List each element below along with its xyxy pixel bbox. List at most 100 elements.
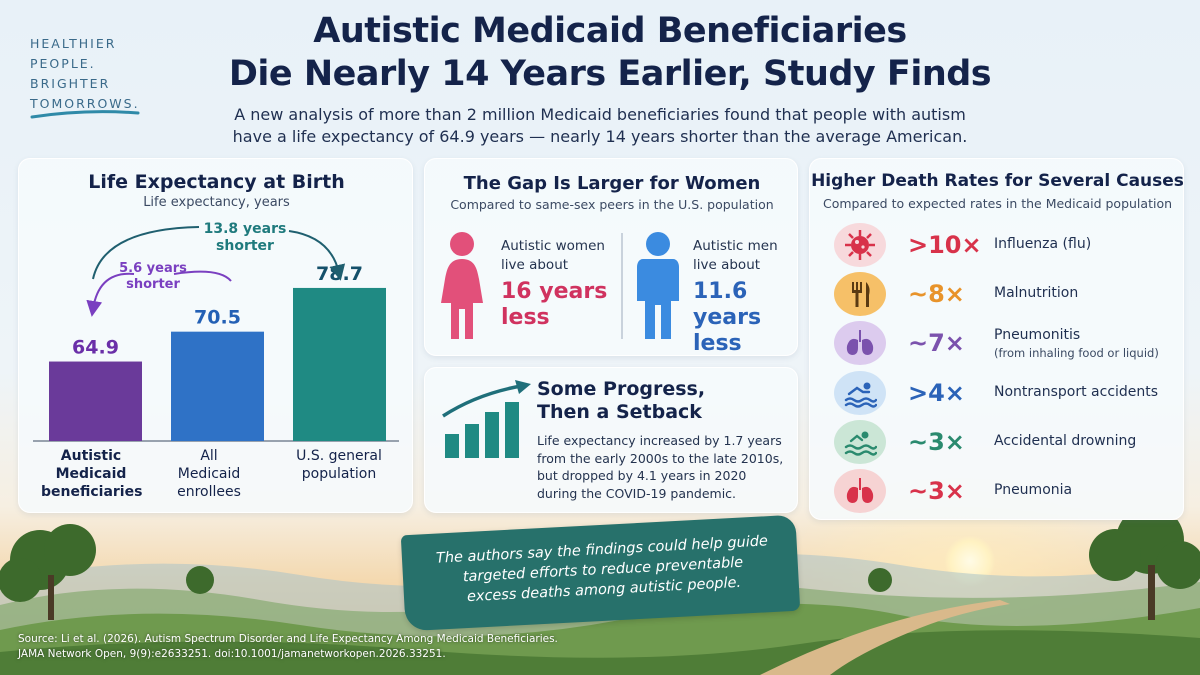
annotation-13-8-line1: 13.8 years [204, 221, 287, 237]
men-intro: Autistic men live about [693, 237, 778, 275]
progress-body-line: but dropped by 4.1 years in 2020 [537, 468, 747, 483]
chart-ylabel: Life expectancy, years [143, 195, 290, 210]
men-gap-value: 11.6 years less [693, 279, 797, 357]
page-title: Autistic Medicaid Beneficiaries Die Near… [200, 10, 1020, 96]
annotation-arrow-1b [173, 270, 232, 282]
cause-name-text: Influenza (flu) [994, 236, 1092, 252]
cause-row: ~3× Pneumonia [810, 469, 1185, 519]
card-divider [621, 233, 623, 339]
progress-body-line: during the COVID-19 pandemic. [537, 485, 737, 501]
annotation-5-6-line2: shorter [126, 277, 180, 292]
bar-value-label-3: 78.7 [316, 263, 363, 285]
subtitle-line-2: have a life expectancy of 64.9 years — n… [232, 127, 968, 146]
men-intro-line: live about [693, 257, 761, 273]
cause-row: ~8× Malnutrition [810, 272, 1185, 322]
cause-name-text: Pneumonitis [994, 327, 1081, 343]
bar-category-label: All Medicaid enrollees [159, 447, 259, 501]
cause-name-text: Malnutrition [994, 285, 1079, 301]
source-citation: Source: Li et al. (2026). Autism Spectru… [18, 632, 638, 662]
category-line: U.S. general [296, 448, 382, 464]
bar-category-label: Autistic Medicaid beneficiaries [41, 447, 142, 501]
women-intro-line: Autistic women [501, 238, 605, 254]
annotation-5-6-line1: 5.6 years [119, 261, 187, 276]
women-intro-line: live about [501, 257, 569, 273]
life-expectancy-card: Life Expectancy at Birth Life expectancy… [18, 158, 413, 513]
progress-card: Some Progress, Then a Setback Life expec… [424, 367, 798, 513]
category-line: population [301, 466, 377, 482]
annotation-13-8-line2: shorter [216, 238, 274, 254]
cause-name-text: Nontransport accidents [994, 384, 1159, 400]
tagline-line: BRIGHTER [30, 76, 111, 91]
tagline-swoosh [30, 110, 140, 119]
cause-row: ~3× Accidental drowning [810, 420, 1185, 470]
category-line: enrollees [177, 484, 241, 500]
progress-body: Life expectancy increased by 1.7 years f… [537, 432, 792, 502]
bar-value-label-1: 64.9 [72, 337, 119, 359]
cause-multiplier: ~3× [908, 477, 965, 505]
progress-title-line: Then a Setback [537, 401, 702, 423]
category-line: All [200, 448, 218, 464]
bar-2 [171, 331, 264, 441]
rising-bars-icon [442, 380, 531, 458]
cause-row: ~7× Pneumonitis (from inhaling food or l… [810, 321, 1185, 371]
women-gap-value: 16 years less [501, 279, 607, 331]
lungs-red-icon [834, 469, 886, 513]
cause-row: >10× Influenza (flu) [810, 223, 1185, 273]
cause-name: Nontransport accidents [994, 384, 1158, 400]
cause-name: Pneumonitis (from inhaling food or liqui… [994, 327, 1159, 361]
cause-multiplier: ~3× [908, 428, 965, 456]
cause-name: Malnutrition [994, 285, 1078, 301]
bar-value-label-2: 70.5 [194, 307, 241, 329]
category-line: Autistic [60, 448, 122, 464]
tagline-line: HEALTHIER [30, 36, 117, 51]
tagline-line: TOMORROWS. [30, 96, 140, 111]
tagline: HEALTHIER PEOPLE. BRIGHTER TOMORROWS. [30, 34, 190, 114]
cause-name: Influenza (flu) [994, 236, 1091, 252]
cause-multiplier: >10× [908, 231, 982, 259]
lungs-icon [834, 321, 886, 365]
men-gap-line: less [693, 331, 742, 356]
women-gap-line: less [501, 305, 550, 330]
progress-body-line: from the early 2000s to the late 2010s, [537, 450, 784, 466]
women-gap-line: 16 years [501, 279, 608, 304]
causes-title: Higher Death Rates for Several Causes [811, 171, 1184, 191]
gap-card-subtitle: Compared to same-sex peers in the U.S. p… [450, 197, 774, 212]
progress-body-line: Life expectancy increased by 1.7 years [537, 433, 782, 448]
page-subtitle: A new analysis of more than 2 million Me… [160, 104, 1040, 148]
virus-icon [834, 223, 886, 267]
source-line: JAMA Network Open, 9(9):e2633251. doi:10… [18, 648, 446, 660]
category-line: Medicaid [55, 466, 127, 482]
drowning-icon [834, 420, 886, 464]
man-icon [637, 232, 679, 339]
title-line-2: Die Nearly 14 Years Earlier, Study Finds [228, 54, 992, 94]
title-line-1: Autistic Medicaid Beneficiaries [313, 11, 907, 51]
cause-name-text: Accidental drowning [994, 433, 1137, 449]
subtitle-line-1: A new analysis of more than 2 million Me… [234, 105, 966, 124]
gap-women-card: The Gap Is Larger for Women Compared to … [424, 158, 798, 356]
cause-multiplier: ~7× [908, 329, 965, 357]
cause-multiplier: >4× [908, 379, 965, 407]
causes-subtitle: Compared to expected rates in the Medica… [822, 196, 1173, 211]
cause-row: >4× Nontransport accidents [810, 371, 1185, 421]
woman-icon [441, 232, 483, 339]
annotation-arrow-2 [92, 226, 200, 280]
fork-knife-icon [834, 272, 886, 316]
source-line: Source: Li et al. (2026). Autism Spectru… [18, 633, 558, 645]
bar-category-label: U.S. general population [281, 447, 397, 483]
swimmer-icon [834, 371, 886, 415]
men-gap-line: 11.6 years [693, 279, 762, 330]
gap-card-title: The Gap Is Larger for Women [463, 173, 761, 194]
cause-multiplier: ~8× [908, 280, 965, 308]
annotation-arrow-1 [86, 272, 135, 317]
causes-card: Higher Death Rates for Several Causes Co… [809, 158, 1184, 520]
bar-1 [49, 361, 142, 441]
progress-title: Some Progress, Then a Setback [537, 378, 787, 424]
cause-name: Accidental drowning [994, 433, 1136, 449]
life-expectancy-chart: 64.9 70.5 78.7 13.8 years shorter 5.6 year… [33, 221, 399, 442]
cause-note: (from inhaling food or liquid) [994, 346, 1159, 360]
annotation-arrow-2b [288, 230, 346, 281]
tagline-line: PEOPLE. [30, 56, 96, 71]
cause-name-text: Pneumonia [994, 482, 1073, 498]
women-intro: Autistic women live about [501, 237, 605, 275]
category-line: Medicaid [177, 466, 241, 482]
